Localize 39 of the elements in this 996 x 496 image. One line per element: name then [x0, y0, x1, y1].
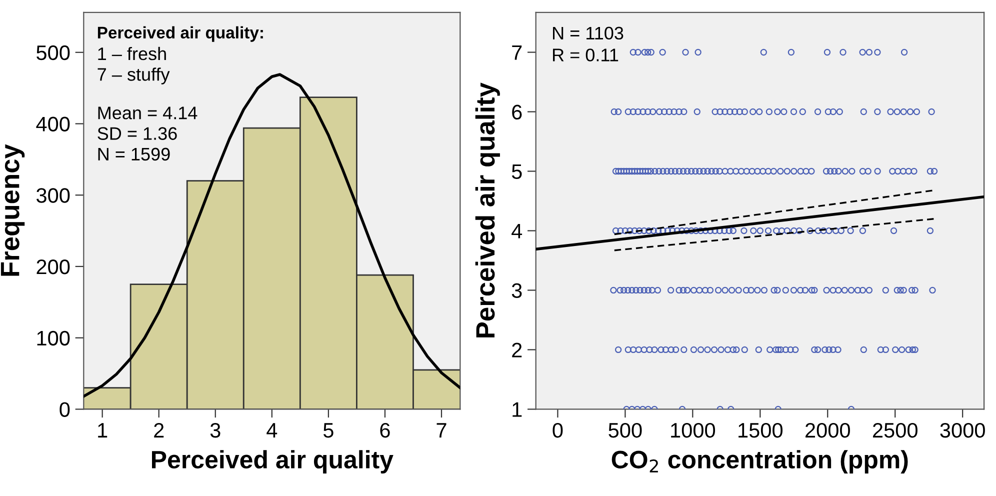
x-tick-label: 2000	[806, 422, 850, 438]
y-tick-label: 1	[512, 402, 522, 417]
annotation: Mean = 4.14	[98, 106, 198, 120]
y-tick-label: 6	[512, 104, 522, 120]
x-tick-label: 6	[380, 422, 390, 438]
annotation: Perceived air quality:	[98, 26, 263, 42]
x-tick-label: 3	[210, 422, 220, 438]
y-tick-label: 4	[512, 224, 522, 238]
y-tick-label: 5	[512, 164, 522, 179]
annotation: N = 1103	[553, 26, 624, 40]
y-tick-label: 300	[36, 188, 70, 203]
annotation: 1 – fresh	[98, 46, 166, 60]
annotation: 7 – stuffy	[98, 68, 170, 84]
x-tick-label: 2	[154, 422, 164, 438]
y-axis-title: Frequency	[0, 144, 25, 276]
y-tick-label: 0	[60, 402, 70, 417]
x-tick-label: 500	[608, 422, 642, 438]
x-axis-title: CO$_{2}$ concentration (ppm)	[612, 450, 908, 474]
y-tick-label: 500	[36, 45, 70, 60]
x-tick-label: 7	[436, 423, 446, 438]
y-tick-label: 3	[512, 283, 522, 298]
y-tick-label: 400	[36, 116, 70, 132]
annotation: N = 1599	[98, 148, 170, 161]
x-tick-label: 4	[266, 423, 278, 438]
x-tick-label: 0	[552, 422, 563, 438]
x-tick-label: 1000	[671, 422, 716, 438]
y-tick-label: 2	[512, 342, 522, 358]
y-axis-title: Perceived air quality	[475, 82, 500, 338]
y-tick-label: 7	[512, 45, 522, 60]
annotation: SD = 1.36	[98, 127, 177, 140]
y-tick-label: 200	[36, 259, 70, 274]
y-tick-label: 100	[37, 330, 70, 346]
x-tick-label: 1	[98, 423, 108, 438]
x-axis-title: Perceived air quality	[152, 450, 394, 474]
x-tick-label: 5	[323, 423, 334, 438]
x-tick-label: 2500	[872, 422, 918, 438]
x-tick-label: 3000	[940, 422, 985, 438]
annotation: R = 0.11	[553, 48, 618, 62]
x-tick-label: 1500	[738, 422, 783, 438]
